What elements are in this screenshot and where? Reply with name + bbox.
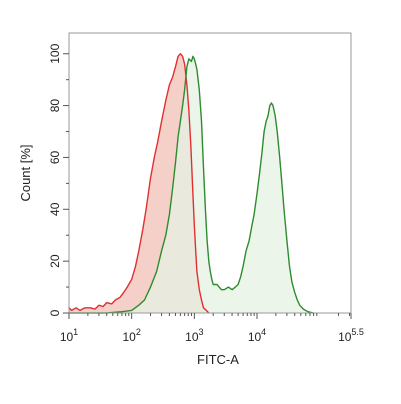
x-tick-label: 103 <box>185 327 203 344</box>
series-1-line <box>68 53 210 314</box>
y-tick-label: 80 <box>48 99 62 113</box>
series-2-area <box>69 56 314 314</box>
y-tick-label: 0 <box>48 309 62 316</box>
y-tick-label: 60 <box>48 150 62 164</box>
y-tick-label: 100 <box>48 43 62 63</box>
axis-layer: 0 20 40 60 80 100 101 102 103 104 105.5 <box>48 43 364 344</box>
y-tick-label: 40 <box>48 202 62 216</box>
plot-frame <box>68 32 352 314</box>
series-layer <box>68 53 314 314</box>
y-axis-label: Count [%] <box>18 144 33 201</box>
y-tick-label: 20 <box>48 254 62 268</box>
x-axis-label: FITC-A <box>197 352 239 367</box>
x-tick-label: 102 <box>122 327 140 344</box>
series-2-line <box>69 55 314 314</box>
x-tick-label: 101 <box>60 327 78 344</box>
x-tick-label: 105.5 <box>338 327 364 344</box>
x-tick-label: 104 <box>248 327 266 344</box>
